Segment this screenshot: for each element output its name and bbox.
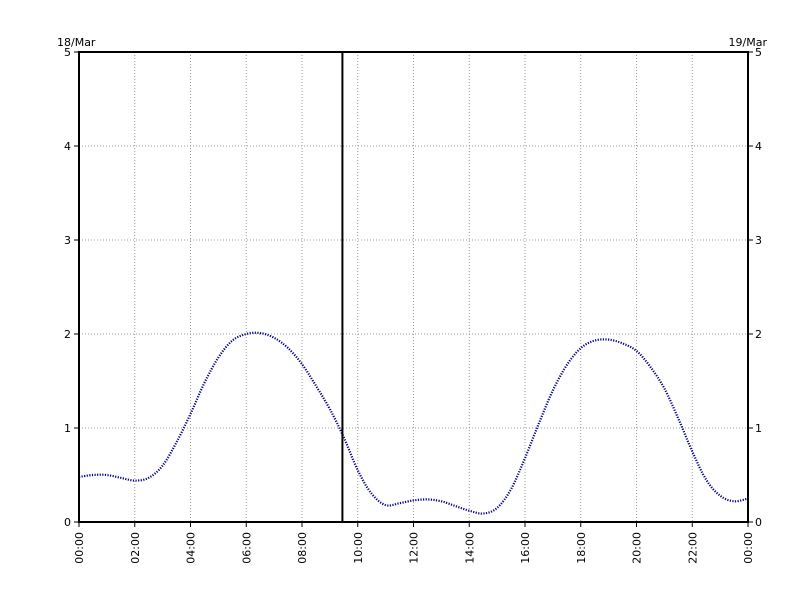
y-tick-label-left: 3	[64, 234, 71, 247]
grid-lines	[79, 52, 748, 522]
x-tick-label: 12:00	[408, 532, 421, 564]
y-tick-label-left: 4	[64, 140, 71, 153]
y-tick-label-left: 5	[64, 46, 71, 59]
y-tick-label-right: 2	[755, 328, 762, 341]
data-series	[78, 331, 749, 515]
x-tick-label: 16:00	[519, 532, 532, 564]
y-tick-label-right: 1	[755, 422, 762, 435]
x-tick-label: 22:00	[686, 532, 699, 564]
x-tick-label: 20:00	[631, 532, 644, 564]
x-tick-label: 10:00	[352, 532, 365, 564]
x-tick-label: 04:00	[185, 532, 198, 564]
start-date-label: 18/Mar	[57, 36, 96, 49]
y-tick-label-right: 0	[755, 516, 762, 529]
y-tick-label-right: 4	[755, 140, 762, 153]
x-ticks: 00:00 02:00 04:00 06:00 08:00 10:00 12:00 14:00…	[73, 522, 755, 564]
y-tick-label-left: 2	[64, 328, 71, 341]
end-date-label: 19/Mar	[729, 36, 768, 49]
x-tick-label: 00:00	[742, 532, 755, 564]
x-tick-label: 18:00	[575, 532, 588, 564]
x-tick-label: 02:00	[129, 532, 142, 564]
x-tick-label: 06:00	[240, 532, 253, 564]
y-tick-label-left: 0	[64, 516, 71, 529]
x-tick-label: 08:00	[296, 532, 309, 564]
x-tick-label: 00:00	[73, 532, 86, 564]
y-tick-label-left: 1	[64, 422, 71, 435]
plot-frame	[78, 51, 749, 523]
x-tick-label: 14:00	[463, 532, 476, 564]
y-tick-label-right: 5	[755, 46, 762, 59]
y-tick-label-right: 3	[755, 234, 762, 247]
tide-series-line	[78, 331, 749, 515]
